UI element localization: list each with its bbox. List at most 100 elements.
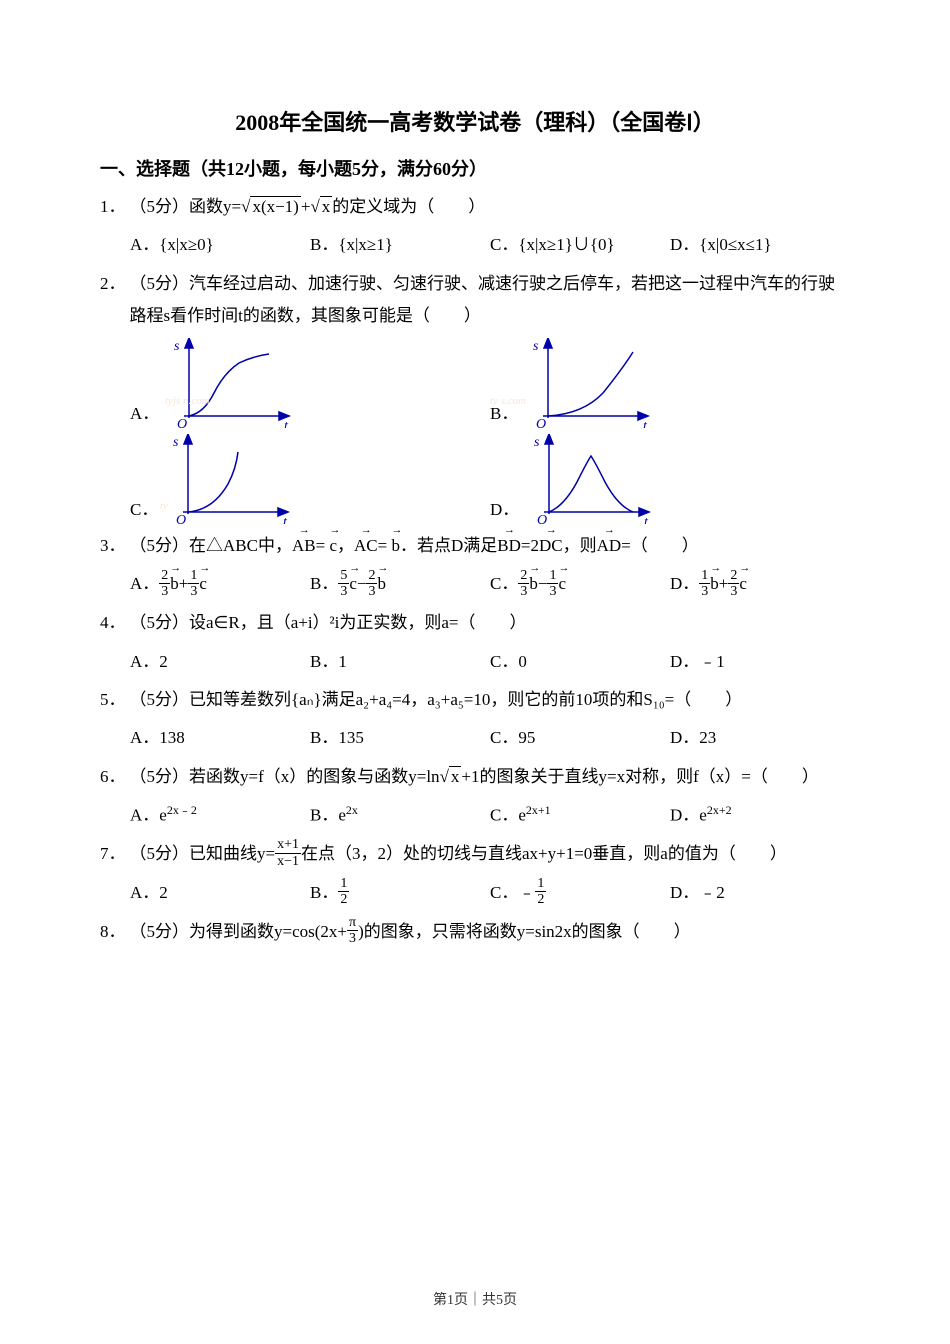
svg-text:s: s — [533, 339, 539, 354]
lbl: C．e — [490, 806, 526, 825]
comma: ， — [337, 536, 354, 555]
d: 3 — [547, 584, 558, 599]
svg-text:O: O — [176, 513, 186, 524]
n: 1 — [547, 568, 558, 584]
question-2: 2． （5分）汽车经过启动、加速行驶、匀速行驶、减速行驶之后停车，若把这一过程中… — [100, 268, 850, 333]
q2-optB: B． s t O ty s.com — [490, 338, 850, 428]
n: 2 — [366, 568, 377, 584]
q6-optA: A．e2x﹣2 — [130, 799, 310, 832]
svg-text:t: t — [644, 515, 649, 524]
frac: 23 — [159, 568, 170, 600]
svg-text:t: t — [284, 419, 289, 428]
q7-optB: B．12 — [310, 877, 490, 910]
svg-text:s: s — [174, 339, 180, 354]
q3-optC: C．23b−13c — [490, 568, 670, 601]
vec-c: c — [739, 568, 747, 600]
q5-optD: D．23 — [670, 722, 850, 754]
svg-text:t: t — [643, 419, 648, 428]
q3-prefix: （5分）在△ABC中， — [130, 536, 292, 555]
q2-num: 2． — [100, 268, 126, 333]
vec-c: c — [329, 530, 337, 562]
svg-text:O: O — [177, 417, 187, 428]
sup: 2x — [346, 803, 358, 817]
q7-body: （5分）已知曲线y=x+1x−1在点（3，2）处的切线与直线ax+y+1=0垂直… — [130, 838, 851, 871]
q8-suffix: 的图象，只需将函数y=sin2x的图象（ ） — [364, 922, 691, 941]
vec-c: c — [199, 568, 207, 600]
lbl: D．e — [670, 806, 707, 825]
q6-optB: B．e2x — [310, 799, 490, 832]
q8-formula-prefix: y=cos(2x+ — [274, 922, 347, 941]
svg-text:t: t — [283, 515, 288, 524]
q5-body: （5分）已知等差数列{aₙ}满足a₂+a₄=4，a₃+a₅=10，则它的前10项… — [130, 684, 851, 716]
frac: 13 — [547, 568, 558, 600]
d: x−1 — [275, 854, 301, 869]
q5-optC: C．95 — [490, 722, 670, 754]
q7-num: 7． — [100, 838, 126, 871]
sup: 2x+1 — [526, 803, 551, 817]
q3-mid: ．若点D满足 — [400, 536, 497, 555]
q7-suffix: 在点（3，2）处的切线与直线ax+y+1=0垂直，则a的值为（ ） — [301, 844, 787, 863]
q2-optC-label: C． — [130, 495, 158, 524]
q4-optD: D．﹣1 — [670, 646, 850, 678]
q6-prefix: （5分）若函数y=f（x）的图象与函数y=ln — [130, 767, 440, 786]
sup: 2x+2 — [707, 803, 732, 817]
q4-num: 4． — [100, 607, 126, 639]
q4-options: A．2 B．1 C．0 D．﹣1 — [130, 646, 850, 678]
q1-rad1: x(x−1) — [250, 196, 300, 216]
q6-optD: D．e2x+2 — [670, 799, 850, 832]
frac: 53 — [338, 568, 349, 600]
q8-body: （5分）为得到函数y=cos(2x+π3)的图象，只需将函数y=sin2x的图象… — [130, 916, 851, 949]
n: 1 — [535, 876, 546, 892]
q6-options: A．e2x﹣2 B．e2x C．e2x+1 D．e2x+2 — [130, 799, 850, 832]
q1-body: （5分）函数y=x(x−1)+x的定义域为（ ） — [130, 191, 851, 223]
q1-options: A．{x|x≥0} B．{x|x≥1} C．{x|x≥1}∪{0} D．{x|0… — [130, 229, 850, 261]
d: 3 — [338, 584, 349, 599]
q2-body: （5分）汽车经过启动、加速行驶、匀速行驶、减速行驶之后停车，若把这一过程中汽车的… — [130, 268, 851, 333]
vec-c: c — [349, 568, 357, 600]
q5-num: 5． — [100, 684, 126, 716]
vec-ab: AB — [292, 530, 316, 562]
q2-optC: C． s t O ty — [130, 434, 490, 524]
q1-y: y= — [223, 197, 241, 216]
question-7: 7． （5分）已知曲线y=x+1x−1在点（3，2）处的切线与直线ax+y+1=… — [100, 838, 850, 871]
lbl: A．e — [130, 806, 167, 825]
d: 3 — [728, 584, 739, 599]
q8-prefix: （5分）为得到函数 — [130, 922, 275, 941]
q7-options: A．2 B．12 C．﹣12 D．﹣2 — [130, 877, 850, 910]
question-5: 5． （5分）已知等差数列{aₙ}满足a₂+a₄=4，a₃+a₅=10，则它的前… — [100, 684, 850, 716]
q7-optC: C．﹣12 — [490, 877, 670, 910]
n: x+1 — [275, 837, 301, 853]
lbl: B．e — [310, 806, 346, 825]
q2-options: A． s t O tyjs n.com B． s t O ty s.com — [130, 338, 850, 530]
page-title: 2008年全国统一高考数学试卷（理科）（全国卷Ⅰ） — [100, 105, 850, 137]
lbl: B． — [310, 574, 338, 593]
q4-optA: A．2 — [130, 646, 310, 678]
q3-num: 3． — [100, 530, 126, 562]
frac: 23 — [728, 568, 739, 600]
q4-body: （5分）设a∈R，且（a+i）²i为正实数，则a=（ ） — [130, 607, 851, 639]
q1-suffix: 的定义域为（ ） — [332, 197, 485, 216]
n: 1 — [699, 568, 710, 584]
page-footer: 第1页｜共5页 — [0, 1289, 950, 1309]
vec-ad: AD — [597, 530, 622, 562]
vec-bd: BD — [497, 530, 521, 562]
n: 1 — [338, 876, 349, 892]
d: 3 — [366, 584, 377, 599]
q1-optA: A．{x|x≥0} — [130, 229, 310, 261]
q4-optC: C．0 — [490, 646, 670, 678]
q1-optD: D．{x|0≤x≤1} — [670, 229, 850, 261]
q6-suffix: +1的图象关于直线y=x对称，则f（x）=（ ） — [461, 767, 818, 786]
d: 2 — [338, 892, 349, 907]
q1-optC: C．{x|x≥1}∪{0} — [490, 229, 670, 261]
frac: 12 — [535, 876, 546, 908]
q1-prefix: （5分）函数 — [130, 197, 224, 216]
frac: 23 — [518, 568, 529, 600]
section-header: 一、选择题（共12小题，每小题5分，满分60分） — [100, 155, 850, 181]
sqrt-icon: x(x−1) — [241, 191, 301, 223]
lbl: A． — [130, 574, 159, 593]
question-6: 6． （5分）若函数y=f（x）的图象与函数y=lnx+1的图象关于直线y=x对… — [100, 761, 850, 793]
frac: 13 — [699, 568, 710, 600]
q1-rad2: x — [320, 196, 333, 216]
frac: 13 — [188, 568, 199, 600]
sup: 2x﹣2 — [167, 803, 197, 817]
